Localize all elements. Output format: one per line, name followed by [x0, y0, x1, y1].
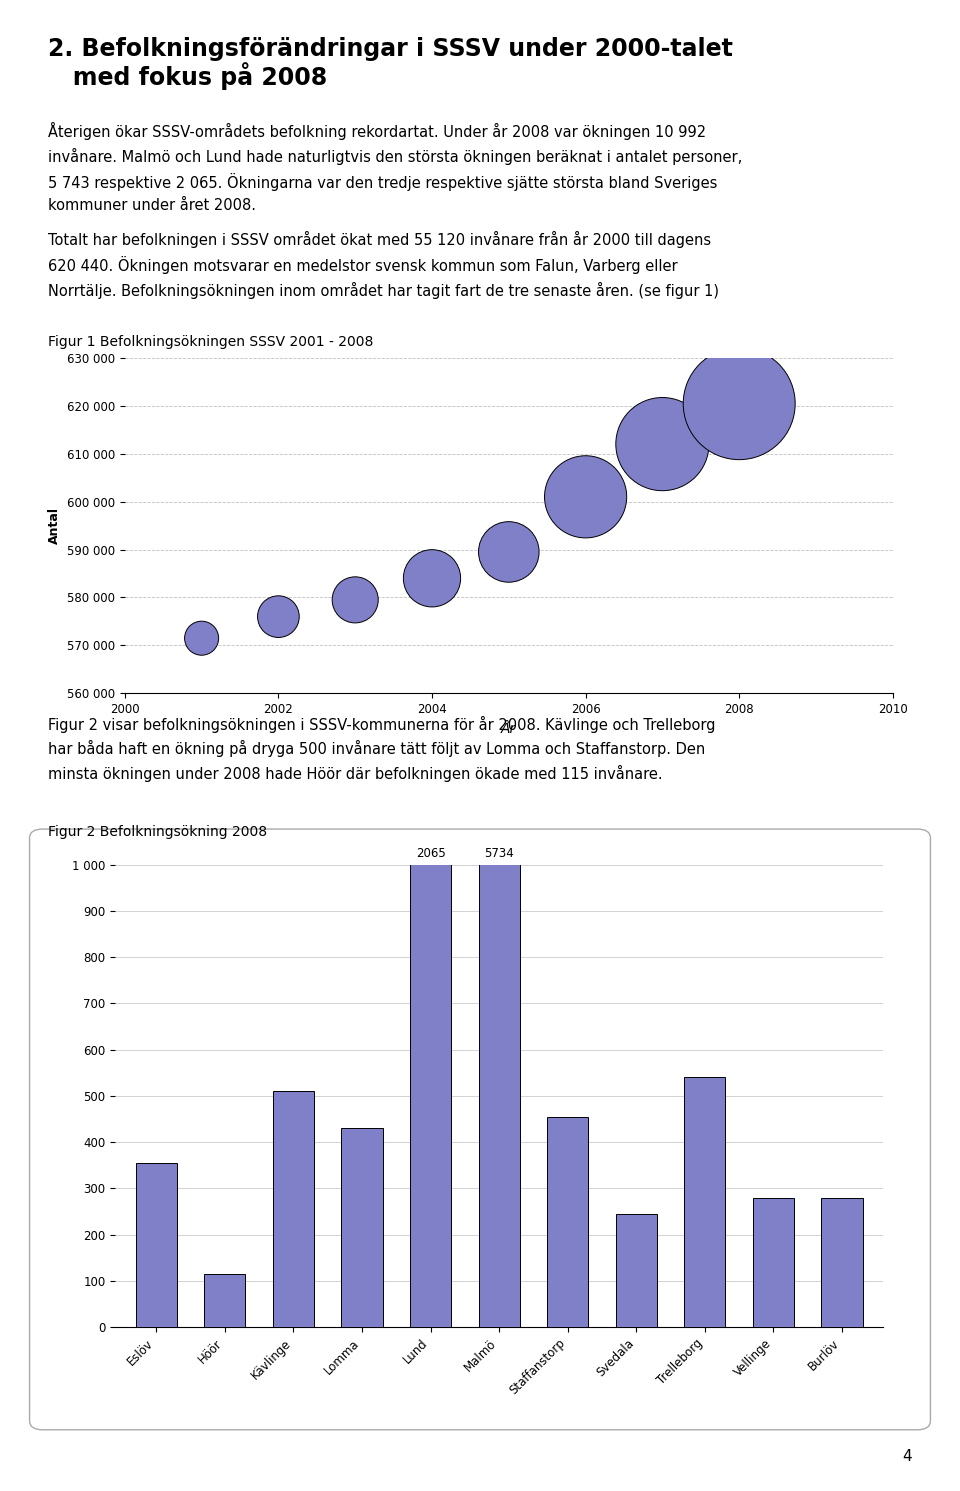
Bar	[342, 1129, 383, 1327]
Text: Figur 2 Befolkningsökning 2008: Figur 2 Befolkningsökning 2008	[48, 825, 267, 838]
Text: 4: 4	[902, 1449, 912, 1464]
Y-axis label: Antal: Antal	[48, 507, 61, 544]
Point	[271, 605, 286, 629]
Point	[732, 392, 747, 416]
Point	[194, 626, 209, 650]
Text: 5734: 5734	[485, 847, 514, 860]
Bar	[479, 0, 519, 1327]
Point	[348, 587, 363, 611]
Point	[655, 432, 670, 456]
Text: Totalt har befolkningen i SSSV området ökat med 55 120 invånare från år 2000 til: Totalt har befolkningen i SSSV området ö…	[48, 231, 719, 300]
Text: 2065: 2065	[416, 847, 445, 860]
Bar	[204, 1273, 246, 1327]
Bar	[410, 373, 451, 1327]
Text: Återigen ökar SSSV-områdets befolkning rekordartat. Under år 2008 var ökningen 1: Återigen ökar SSSV-områdets befolkning r…	[48, 122, 742, 213]
Bar	[135, 1163, 177, 1327]
Point	[501, 540, 516, 564]
Bar	[273, 1091, 314, 1327]
Text: 2. Befolkningsförändringar i SSSV under 2000-talet: 2. Befolkningsförändringar i SSSV under …	[48, 37, 732, 61]
Bar	[822, 1197, 863, 1327]
Bar	[753, 1197, 794, 1327]
FancyBboxPatch shape	[30, 829, 930, 1430]
Bar	[684, 1078, 726, 1327]
Point	[578, 485, 593, 508]
Bar	[615, 1214, 657, 1327]
Bar	[547, 1117, 588, 1327]
Point	[424, 567, 440, 590]
X-axis label: År: År	[501, 722, 516, 735]
Text: Figur 2 visar befolkningsökningen i SSSV-kommunerna för år 2008. Kävlinge och Tr: Figur 2 visar befolkningsökningen i SSSV…	[48, 716, 715, 783]
Text: Figur 1 Befolkningsökningen SSSV 2001 - 2008: Figur 1 Befolkningsökningen SSSV 2001 - …	[48, 335, 373, 349]
Text: med fokus på 2008: med fokus på 2008	[48, 63, 327, 91]
